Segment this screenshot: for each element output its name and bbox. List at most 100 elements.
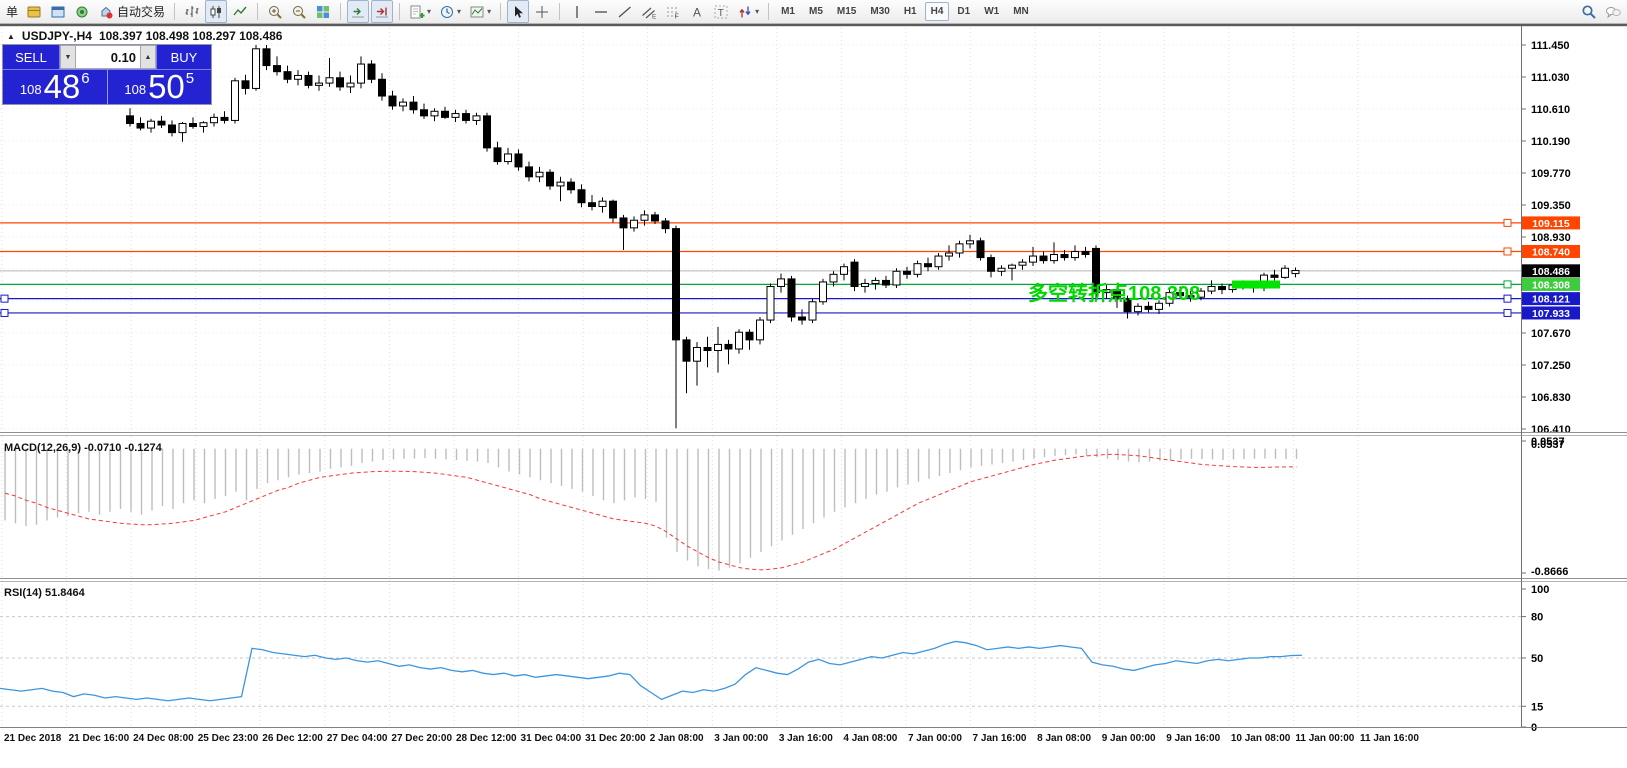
time-axis-label: 9 Jan 16:00	[1166, 733, 1220, 744]
candlestick	[1155, 302, 1163, 310]
arrows-button[interactable]: ▾	[734, 0, 762, 23]
candlestick	[609, 200, 617, 219]
rsi-label: RSI(14) 51.8464	[4, 587, 86, 599]
market-watch-button[interactable]	[47, 0, 69, 23]
annotation-text[interactable]: 多空转折点108.308	[1028, 281, 1200, 305]
chart-shift-button[interactable]	[371, 0, 394, 23]
candlestick	[724, 343, 733, 350]
horizontal-line-button[interactable]	[590, 0, 612, 23]
time-axis-label: 26 Dec 12:00	[262, 733, 323, 744]
volume-decrease-button[interactable]: ▼	[60, 45, 76, 69]
trade-panel-prices: 108 48 6 108 50 5	[3, 70, 211, 104]
candlestick	[745, 331, 754, 341]
chart-canvas[interactable]: 21 Dec 2018 21 Dec 16:00 24 Dec 08:00 25 De…	[0, 24, 1627, 768]
search-button[interactable]	[1578, 0, 1600, 23]
candlestick	[483, 115, 491, 149]
sell-button[interactable]: SELL	[3, 45, 60, 69]
chart-profiles-button[interactable]	[23, 0, 45, 23]
zoom-in-button[interactable]	[264, 0, 286, 23]
candlestick	[955, 243, 964, 254]
time-axis-label: 27 Dec 20:00	[391, 733, 452, 744]
time-axis-label: 28 Dec 12:00	[456, 733, 517, 744]
zoom-out-button[interactable]	[288, 0, 310, 23]
candlestick	[1092, 247, 1100, 294]
line-handle[interactable]	[1503, 308, 1512, 317]
line-handle[interactable]	[1503, 294, 1512, 303]
timeframe-m30[interactable]: M30	[864, 2, 895, 21]
buy-button[interactable]: BUY	[156, 45, 211, 69]
price-badge	[1522, 244, 1580, 258]
bar-chart-button[interactable]	[181, 0, 203, 23]
line-handle[interactable]	[1503, 247, 1512, 256]
line-handle[interactable]	[0, 294, 9, 303]
equidistant-channel-button[interactable]: E	[638, 0, 660, 23]
candlestick	[546, 171, 554, 187]
vertical-line-button[interactable]	[566, 0, 588, 23]
timeframe-m1[interactable]: M1	[775, 2, 801, 21]
candlestick	[1165, 292, 1174, 304]
candlestick	[336, 77, 344, 88]
cursor-button[interactable]	[507, 0, 530, 23]
timeframe-w1[interactable]: W1	[978, 2, 1005, 21]
crosshair-icon	[536, 5, 549, 18]
candlestick	[1134, 305, 1142, 313]
text-label-button[interactable]: T	[710, 0, 732, 23]
time-axis-label: 25 Dec 23:00	[198, 733, 259, 744]
price-axis-label: 106.410	[1531, 424, 1571, 436]
line-chart-button[interactable]	[229, 0, 251, 23]
candlestick-chart-button[interactable]	[205, 0, 228, 23]
timeframe-d1[interactable]: D1	[951, 2, 976, 21]
new-order-button[interactable]: 单	[3, 0, 21, 23]
chart-top-border	[0, 24, 1627, 27]
line-handle[interactable]	[0, 308, 9, 317]
timeframe-d1-label: D1	[957, 6, 971, 17]
volume-input[interactable]	[76, 45, 140, 69]
price-axis-label: 110.610	[1531, 104, 1570, 116]
dropdown-arrow-icon[interactable]: ▾	[457, 7, 462, 16]
line-handle[interactable]	[1503, 280, 1512, 289]
candlestick	[1113, 289, 1121, 300]
panel-collapse-toggle[interactable]: ▲	[7, 31, 15, 41]
green-highlight-bar[interactable]	[1232, 280, 1280, 289]
candlestick	[168, 124, 176, 134]
candlestick	[1186, 295, 1195, 298]
time-axis-label: 10 Jan 08:00	[1231, 733, 1291, 744]
timeframe-m15[interactable]: M15	[831, 2, 862, 21]
timeframe-mn[interactable]: MN	[1007, 2, 1035, 21]
timeframe-m5[interactable]: M5	[803, 2, 829, 21]
time-axis-label: 3 Jan 00:00	[714, 733, 768, 744]
crosshair-button[interactable]	[531, 0, 553, 23]
buy-price[interactable]: 108 50 5	[108, 70, 212, 104]
chart-title-bar: ▲ USDJPY-,H4 108.397 108.498 108.297 108…	[7, 29, 282, 43]
dropdown-arrow-icon[interactable]: ▾	[427, 7, 432, 16]
dropdown-arrow-icon[interactable]: ▾	[487, 7, 492, 16]
signals-button[interactable]	[71, 0, 93, 23]
chat-button[interactable]	[1602, 0, 1624, 23]
tile-windows-button[interactable]	[312, 0, 334, 23]
timeframe-h4[interactable]: H4	[924, 2, 950, 21]
volume-increase-button[interactable]: ▲	[140, 45, 156, 69]
auto-trading-button[interactable]: 自动交易	[95, 0, 168, 23]
candlestick	[913, 263, 922, 275]
templates-button[interactable]: ▾	[466, 0, 494, 23]
sell-price[interactable]: 108 48 6	[3, 70, 108, 104]
price-axis-label: 111.450	[1531, 40, 1570, 52]
candlestick	[315, 82, 323, 86]
candlestick	[850, 261, 859, 288]
timeframe-h1[interactable]: H1	[898, 2, 923, 21]
dropdown-arrow-icon[interactable]: ▾	[755, 7, 760, 16]
text-button[interactable]: A	[686, 0, 708, 23]
candlestick-chart-icon	[210, 5, 222, 18]
indicators-button[interactable]: ▾	[406, 0, 434, 23]
price-axis-label: 108.930	[1531, 232, 1571, 244]
candlestick	[231, 80, 239, 121]
fibonacci-button[interactable]: F	[662, 0, 684, 23]
candlestick	[357, 63, 365, 84]
chat-icon	[1606, 6, 1621, 18]
auto-scroll-button[interactable]	[347, 0, 370, 23]
timeframe-mn-label: MN	[1013, 6, 1029, 17]
trendline-button[interactable]	[614, 0, 636, 23]
toolbar-separator	[399, 3, 401, 20]
line-handle[interactable]	[1503, 218, 1512, 227]
periods-button[interactable]: ▾	[436, 0, 464, 23]
